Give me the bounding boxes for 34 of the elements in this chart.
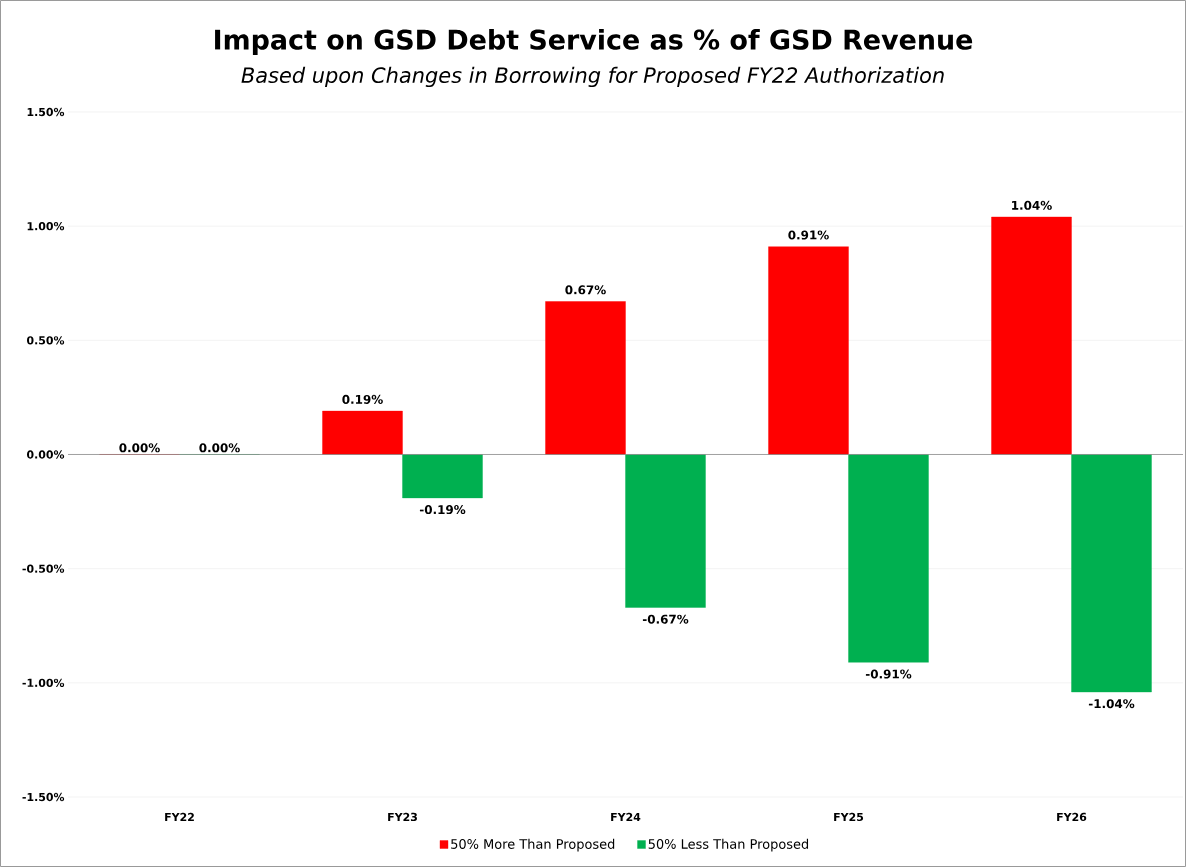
data-label: 1.04%	[1012, 200, 1052, 210]
chart-title: Impact on GSD Debt Service as % of GSD Revenue	[215, 28, 973, 55]
bar	[402, 454, 483, 499]
chart-subtitle: Based upon Changes in Borrowing for Proposed FY22 Authorization	[241, 66, 944, 88]
bar	[545, 301, 626, 455]
data-label: 0.00%	[119, 443, 160, 453]
data-label: -0.19%	[419, 505, 466, 515]
x-tick-label: FY23	[388, 812, 417, 822]
data-label: 0.19%	[342, 394, 383, 404]
y-tick-label: -1.00%	[22, 678, 65, 687]
data-label: 0.67%	[565, 285, 606, 295]
bar	[848, 454, 929, 663]
x-tick-label: FY25	[834, 812, 864, 822]
y-tick-label: -1.50%	[22, 792, 65, 802]
bar	[768, 246, 849, 455]
y-tick-label: 0.50%	[26, 336, 65, 345]
legend-label: 50% Less Than Proposed	[648, 838, 809, 852]
legend-label: 50% More Than Proposed	[451, 838, 615, 852]
x-tick-label: FY26	[1057, 812, 1087, 822]
data-label: 0.91%	[788, 230, 829, 240]
bar	[322, 410, 403, 455]
data-label: -1.04%	[1088, 699, 1135, 709]
y-tick-label: -0.50%	[22, 564, 65, 573]
y-tick-label: 1.00%	[27, 222, 65, 231]
data-label: 0.00%	[199, 443, 240, 453]
bar	[991, 216, 1072, 455]
x-tick-label: FY24	[611, 812, 641, 821]
y-tick-label: 1.50%	[27, 107, 65, 117]
y-tick-label: 0.00%	[26, 450, 65, 459]
x-tick-label: FY22	[165, 812, 194, 821]
data-label: -0.67%	[642, 614, 689, 624]
bar	[625, 454, 706, 608]
bar	[1071, 454, 1152, 693]
data-label: -0.91%	[865, 669, 912, 679]
